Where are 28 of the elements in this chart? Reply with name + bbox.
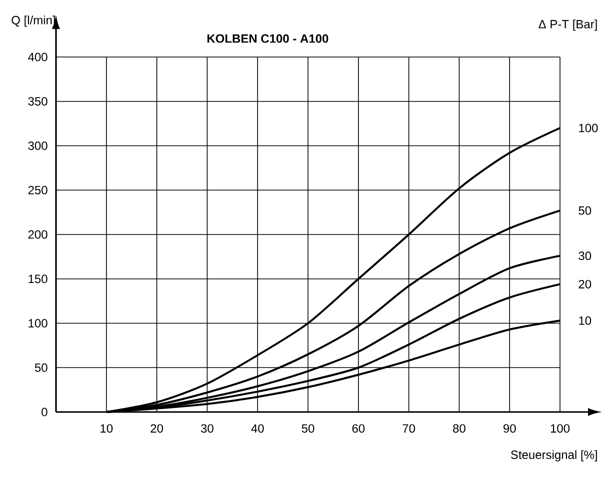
y-tick-label: 300	[28, 142, 48, 150]
y-tick-label: 100	[28, 319, 48, 328]
x-tick-label: 30	[200, 424, 214, 433]
x-tick-label: 50	[302, 424, 314, 433]
legend-title: Δ P-T [Bar]	[538, 20, 597, 31]
x-axis-title: Steuersignal [%]	[510, 450, 597, 462]
x-tick-label: 70	[402, 424, 416, 433]
y-axis-title: Q [l/min]	[12, 16, 55, 27]
y-tick-label: 150	[28, 274, 48, 284]
x-tick-label: 20	[150, 424, 164, 433]
x-tick-label: 60	[352, 424, 365, 433]
y-tick-label: 400	[28, 52, 48, 62]
y-tick-label: 250	[28, 186, 48, 194]
y-tick-label: 200	[28, 230, 48, 239]
x-tick-label: 100	[550, 424, 570, 433]
x-tick-label: 80	[453, 424, 466, 433]
series-label: 50	[578, 206, 592, 215]
series-label: 30	[578, 252, 592, 260]
y-tick-label: 50	[34, 363, 48, 372]
x-tick-label: 90	[503, 424, 516, 433]
series-label: 20	[578, 280, 592, 288]
series-label: 100	[579, 124, 598, 132]
x-tick-label: 40	[251, 424, 264, 433]
x-tick-label: 10	[100, 424, 113, 433]
y-tick-label: 0	[42, 408, 48, 416]
series-label: 10	[579, 316, 592, 325]
chart-title: KOLBEN C100 - A100	[207, 34, 328, 43]
y-tick-label: 350	[28, 97, 48, 106]
